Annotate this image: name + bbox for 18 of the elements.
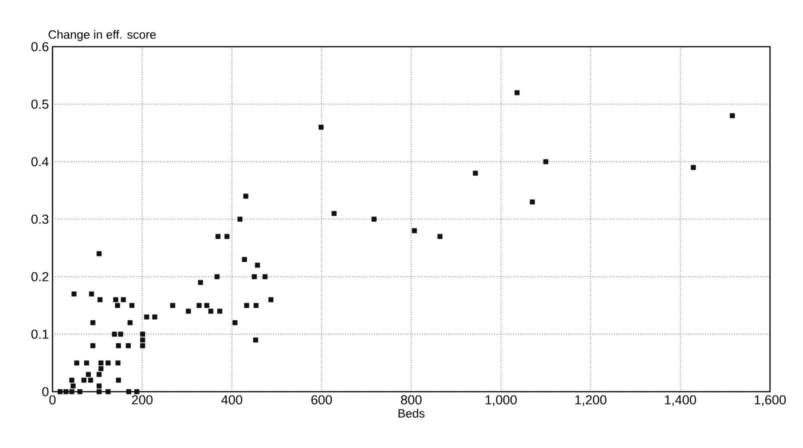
- y-axis-title: Change in eff. score: [48, 30, 156, 42]
- x-tick-label: 0: [49, 395, 56, 404]
- y-tick-label: 0.2: [31, 272, 48, 282]
- x-tick-label: 1,200: [575, 395, 606, 406]
- y-tick-label: 0.4: [31, 157, 49, 166]
- y-tick-label: 0.3: [31, 214, 48, 224]
- x-tick-label: 200: [132, 395, 153, 404]
- x-tick-label: 1,000: [486, 395, 517, 406]
- x-tick-label: 600: [311, 395, 332, 404]
- y-tick-label: 0.6: [31, 42, 48, 52]
- x-tick-label: 1,600: [754, 395, 786, 406]
- x-tick-label: 400: [221, 395, 242, 404]
- x-tick-label: 1,400: [665, 395, 696, 406]
- y-tick-label: 0.5: [31, 100, 48, 109]
- y-tick-label: 0: [42, 387, 48, 396]
- x-axis-title: Beds: [398, 408, 424, 418]
- x-tick-label: 800: [400, 395, 422, 404]
- y-tick-label: 0.1: [31, 330, 48, 339]
